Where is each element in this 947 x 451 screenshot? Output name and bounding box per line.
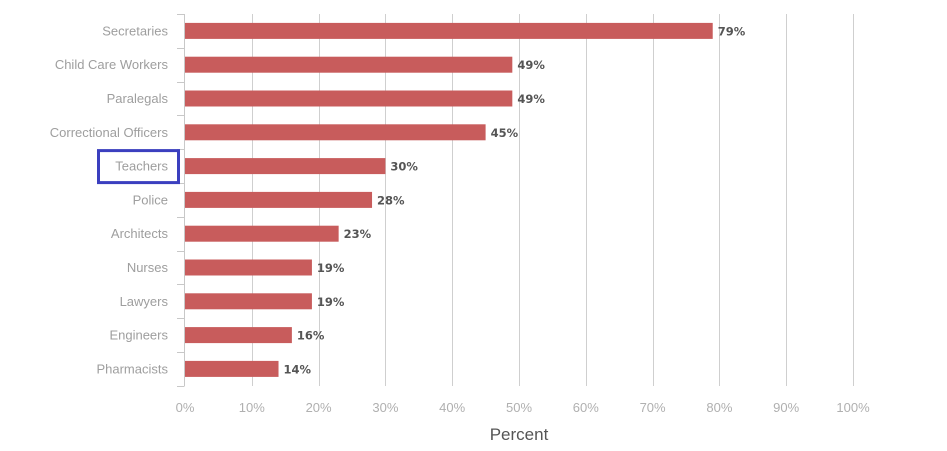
bars-group [185,22,713,377]
x-tick-labels: 0% 10% 20% 30% 40% 50% 60% 70% 80% 90% 100% [176,400,870,415]
category-label: Pharmacists [96,361,168,376]
category-label: Lawyers [120,294,169,309]
bar [185,90,513,107]
data-label: 16% [297,329,325,343]
x-tick-label: 20% [306,400,332,415]
bar [185,56,513,73]
bar [185,124,486,141]
category-label: Child Care Workers [55,57,169,72]
x-tick-label: 100% [836,400,870,415]
data-label: 19% [317,261,345,275]
x-tick-label: 80% [706,400,732,415]
bar [185,22,713,39]
x-tick-label: 70% [640,400,666,415]
x-tick-label: 10% [239,400,265,415]
y-axis [177,14,185,387]
category-label: Architects [111,226,169,241]
highlight-group [97,149,180,185]
category-labels: Secretaries Child Care Workers Paralegals C… [50,23,169,376]
data-label: 45% [491,126,519,140]
bar [185,225,339,242]
bar [185,158,386,175]
x-axis-title: Percent [490,425,549,444]
data-label: 49% [517,92,545,106]
category-label: Paralegals [107,91,169,106]
category-label: Correctional Officers [50,125,169,140]
x-tick-label: 60% [573,400,599,415]
category-label: Engineers [109,328,168,343]
x-tick-label: 30% [372,400,398,415]
bar [185,360,279,377]
bar [185,327,292,344]
category-label: Teachers [115,159,168,174]
bar [185,191,373,208]
data-label: 23% [344,227,372,241]
x-tick-label: 0% [176,400,195,415]
data-label: 30% [390,160,418,174]
data-label: 28% [377,193,405,207]
highlight-box [97,149,180,185]
value-labels: 79% 49% 49% 45% 30% 28% 23% 19% 19% 16% 14% [284,24,746,376]
bar [185,259,312,276]
category-label: Police [133,192,168,207]
x-tick-label: 50% [506,400,532,415]
bar [185,293,312,310]
data-label: 14% [284,362,312,376]
data-label: 49% [517,58,545,72]
x-tick-label: 40% [439,400,465,415]
data-label: 79% [718,24,746,38]
category-label: Secretaries [102,23,168,38]
category-label: Nurses [127,260,169,275]
data-label: 19% [317,295,345,309]
grid-lines [252,14,854,386]
x-tick-label: 90% [773,400,799,415]
